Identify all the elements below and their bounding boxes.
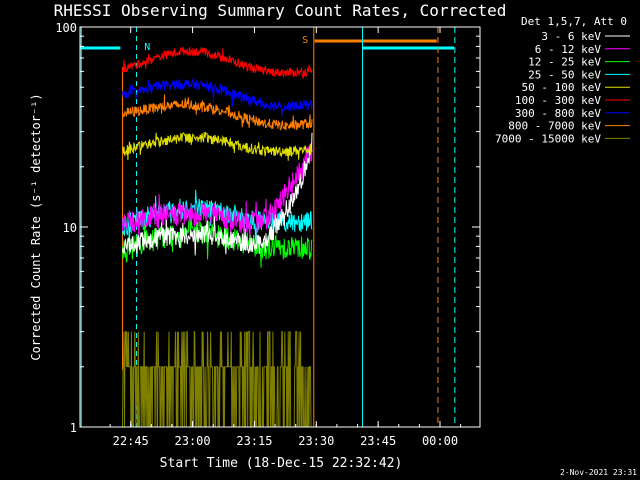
x-tick-label: 23:45 (360, 434, 396, 448)
x-tick-label: 23:15 (236, 434, 272, 448)
legend-entry: 300 - 800 keV (515, 107, 601, 120)
series-line-300-800-kev (122, 77, 313, 117)
series-line-50-100-kev (122, 131, 313, 161)
legend-entry: 50 - 100 keV (522, 81, 602, 94)
legend-entry: 7000 - 15000 keV (495, 132, 601, 145)
timestamp: 2-Nov-2021 23:31 (560, 468, 637, 477)
x-tick-label: 00:00 (422, 434, 458, 448)
chart-title: RHESSI Observing Summary Count Rates, Co… (54, 1, 507, 20)
legend-entry: 25 - 50 keV (528, 68, 601, 81)
series-layer (122, 46, 313, 428)
legend-entry: 3 - 6 keV (541, 30, 601, 43)
y-tick-label: 1 (70, 421, 77, 435)
legend-title: Det 1,5,7, Att 0 (521, 15, 627, 28)
series-line-7000-15000-kev (122, 331, 312, 428)
y-tick-label: 10 (63, 221, 77, 235)
y-axis-label: Corrected Count Rate (s⁻¹ detector⁻¹) (29, 93, 43, 360)
series-line-6-12-kev (122, 143, 313, 246)
axes: 22:45 23:00 23:15 23:30 23:45 00:00 1 10 100 (55, 21, 480, 448)
night-marker-label: N (144, 42, 150, 53)
saa-marker-label: S (302, 35, 308, 46)
x-tick-label: 22:45 (113, 434, 149, 448)
x-axis-label: Start Time (18-Dec-15 22:32:42) (160, 456, 403, 471)
legend-entry: 12 - 25 keV (528, 56, 601, 69)
legend-entry: 6 - 12 keV (535, 43, 602, 56)
y-tick-label: 100 (55, 21, 77, 35)
series-line-800-7000-kev (122, 94, 313, 131)
legend-entry: 800 - 7000 keV (508, 120, 601, 133)
x-tick-label: 23:30 (298, 434, 334, 448)
series-line-100-300-kev (122, 46, 313, 79)
x-tick-label: 23:00 (175, 434, 211, 448)
series-line-12-25-kev (122, 215, 313, 268)
legend-entry: 100 - 300 keV (515, 94, 601, 107)
series-line-3-6-kev (122, 132, 313, 256)
